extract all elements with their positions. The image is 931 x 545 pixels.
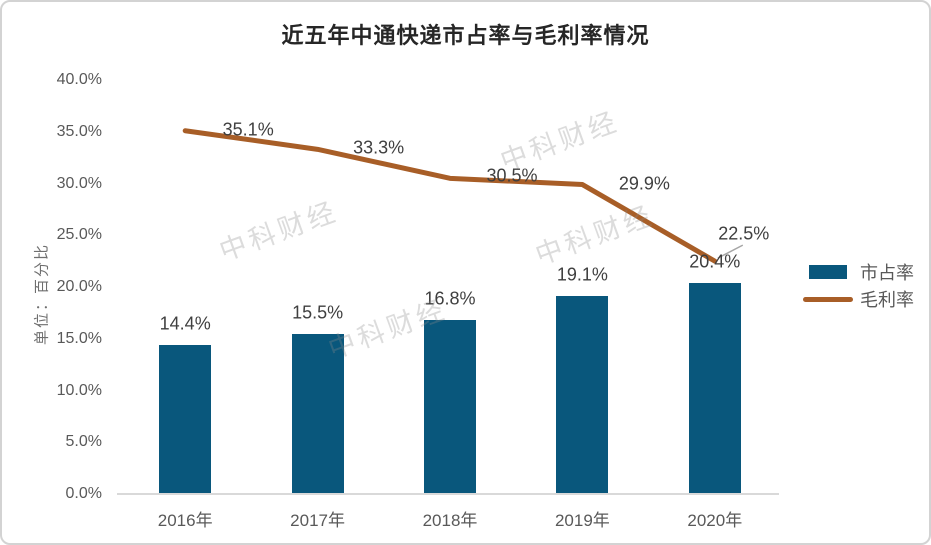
y-tick-label: 15.0% <box>56 329 102 347</box>
watermark-text: 中科财经 <box>215 196 343 267</box>
x-axis-category-label: 2017年 <box>290 511 345 530</box>
line-value-label: 29.9% <box>618 173 670 194</box>
chart-title: 近五年中通快递市占率与毛利率情况 <box>281 23 650 48</box>
x-axis-line <box>117 493 779 495</box>
y-tick-label: 40.0% <box>56 71 102 88</box>
x-axis-category-label: 2019年 <box>554 511 610 530</box>
watermark-text: 中科财经 <box>531 200 659 271</box>
line-value-label: 22.5% <box>718 223 770 244</box>
watermark-text: 中科财经 <box>496 106 624 177</box>
bar-value-label: 16.8% <box>424 288 476 309</box>
y-tick-label: 0.0% <box>65 485 102 502</box>
x-axis-category-label: 2016年 <box>157 511 213 530</box>
bar-2016年 <box>159 344 212 494</box>
bar-2017年 <box>291 333 344 494</box>
bar-2019年 <box>556 296 609 494</box>
bar-value-label: 14.4% <box>159 313 211 334</box>
legend-label-gross-margin: 毛利率 <box>860 290 914 310</box>
y-tick-label: 20.0% <box>56 278 102 295</box>
y-tick-label: 10.0% <box>56 381 102 399</box>
y-tick-label: 30.0% <box>56 174 102 192</box>
bar-value-label: 20.4% <box>689 251 741 272</box>
bar-2020年 <box>688 282 741 494</box>
x-axis-category-label: 2018年 <box>422 511 478 530</box>
bar-value-label: 19.1% <box>556 264 608 285</box>
y-tick-label: 5.0% <box>65 433 102 451</box>
bar-series-swatch-icon <box>809 265 847 279</box>
bar-value-label: 15.5% <box>292 302 344 323</box>
bar-2018年 <box>424 320 476 494</box>
legend-label-market-share: 市占率 <box>860 263 914 283</box>
x-axis-category-label: 2020年 <box>687 511 743 530</box>
legend-item-gross-margin: 毛利率 <box>803 290 914 310</box>
line-value-label: 33.3% <box>353 137 405 158</box>
line-series-swatch-icon <box>803 296 853 302</box>
line-value-label: 30.5% <box>486 165 538 186</box>
line-value-label: 35.1% <box>222 119 274 140</box>
legend-item-market-share: 市占率 <box>803 263 914 283</box>
legend: 市占率 毛利率 <box>803 263 914 310</box>
y-tick-label: 35.0% <box>56 122 102 140</box>
y-tick-label: 25.0% <box>56 226 102 244</box>
